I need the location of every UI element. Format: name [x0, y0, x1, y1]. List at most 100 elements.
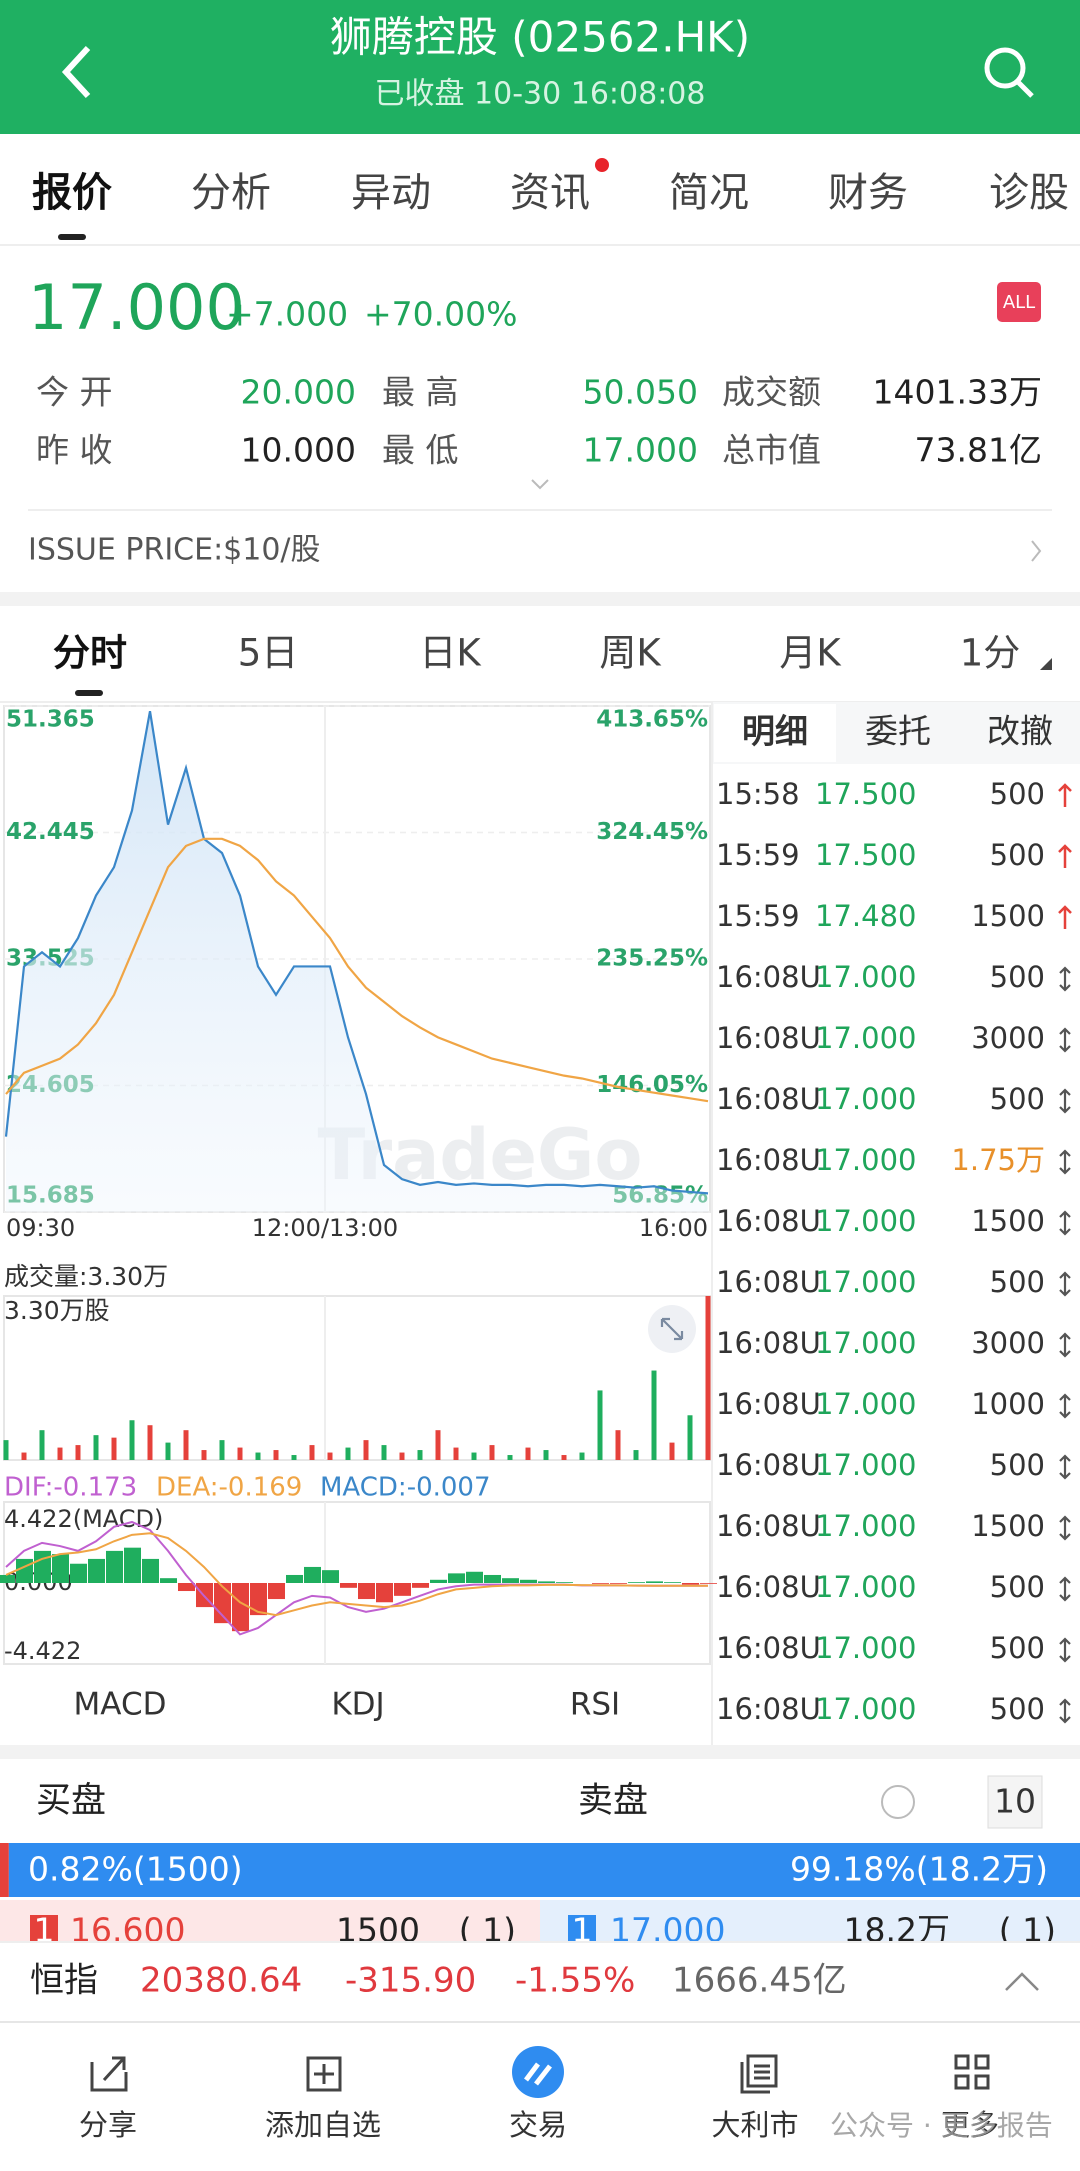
nav-icon[interactable]: [740, 2054, 778, 2094]
macd-bar: [250, 1583, 267, 1616]
volume-bar: [93, 1435, 99, 1460]
trade-price: 17.000: [815, 1570, 916, 1604]
stat: 今 开: [36, 373, 113, 412]
bid-row: [0, 1900, 540, 1944]
volume-bar: [39, 1430, 45, 1460]
price: 17.000: [28, 271, 245, 344]
trades-tab-active: [714, 704, 836, 762]
nav-icon[interactable]: [90, 2056, 128, 2092]
chart-tab[interactable]: 周K: [599, 632, 662, 675]
both-arrow: [1059, 1332, 1071, 1358]
volume-bar: [201, 1450, 207, 1460]
trades-tab[interactable]: 明细: [742, 712, 808, 751]
macd-bar: [448, 1573, 465, 1583]
volume-frame: [3, 1295, 711, 1461]
macd-bar: [538, 1581, 555, 1583]
expand-icon: [660, 1317, 684, 1341]
tab[interactable]: 财务: [828, 170, 908, 216]
info-icon[interactable]: [881, 1785, 915, 1819]
index-item: 1666.45亿: [672, 1961, 847, 2001]
indicator-tab[interactable]: KDJ: [331, 1687, 384, 1723]
macd-bar: [646, 1581, 663, 1583]
back-button[interactable]: [61, 45, 91, 99]
macd-bar: [358, 1583, 375, 1600]
index-item: 20380.64: [140, 1961, 302, 2001]
tab[interactable]: 分析: [191, 170, 271, 216]
trades-tab[interactable]: 改撤: [987, 712, 1053, 751]
volume-bar: [399, 1452, 405, 1460]
expand-icon[interactable]: [531, 479, 549, 490]
depth-box[interactable]: [987, 1775, 1043, 1829]
badge[interactable]: ALL: [1003, 292, 1035, 313]
tab[interactable]: 异动: [351, 170, 431, 216]
macd-bar: [466, 1571, 483, 1583]
macd-bar: [376, 1583, 393, 1603]
volume-bar: [165, 1442, 171, 1460]
nav-label[interactable]: 交易: [509, 2108, 567, 2142]
volume-bar: [273, 1450, 279, 1460]
nav-icon[interactable]: [954, 2054, 990, 2090]
macd-bar: [664, 1582, 681, 1583]
index-item: 恒指: [30, 1961, 98, 2001]
tab[interactable]: 资讯: [510, 170, 590, 216]
trade-time: 16:08U: [716, 1448, 821, 1482]
nav-label[interactable]: 分享: [79, 2108, 137, 2142]
nav-label[interactable]: 更多: [941, 2108, 999, 2142]
chart-tab[interactable]: 分时: [53, 632, 127, 675]
tab[interactable]: 诊股: [989, 170, 1069, 216]
macd-bar: [502, 1578, 519, 1583]
trade-price: 17.000: [815, 1387, 916, 1421]
nav-label[interactable]: 大利市: [711, 2108, 798, 2142]
macd-bar: [430, 1579, 447, 1583]
change: +7.000: [226, 295, 348, 334]
volume-bar: [291, 1455, 297, 1460]
chart-tab[interactable]: 1分: [960, 632, 1021, 675]
nav-label[interactable]: 添加自选: [265, 2108, 381, 2142]
macd-legend: DEA:-0.169: [156, 1473, 302, 1503]
issue-price[interactable]: ISSUE PRICE:$10/股: [28, 533, 321, 568]
trade-time: 16:08U: [716, 1631, 821, 1665]
nav-icon[interactable]: [306, 2056, 342, 2092]
indicator-tab[interactable]: MACD: [74, 1687, 167, 1723]
trades-tab[interactable]: 委托: [865, 712, 931, 751]
volume-bar: [147, 1425, 153, 1460]
trade-time: 16:08U: [716, 1021, 821, 1055]
trade-price: 17.000: [815, 1326, 916, 1360]
trade-time: 15:59: [716, 899, 800, 933]
trade-volume: 500: [990, 1631, 1045, 1665]
volume-bar: [255, 1452, 261, 1460]
both-arrow: [1059, 1210, 1071, 1236]
chart-tab[interactable]: 月K: [779, 632, 842, 675]
index-item: -1.55%: [515, 1961, 635, 2001]
sell-label: 99.18%(18.2万): [790, 1850, 1048, 1889]
trade-time: 16:08U: [716, 1265, 821, 1299]
badge-bg: [997, 282, 1041, 322]
trade-volume: 1000: [971, 1387, 1045, 1421]
bid-level: [30, 1915, 58, 1943]
collapse-icon[interactable]: [1005, 1972, 1039, 1991]
chart-tab[interactable]: 5日: [238, 632, 299, 675]
status: 已收盘 10-30 16:08:08: [375, 77, 706, 112]
trade-price: 17.000: [815, 1265, 916, 1299]
volume-bar: [651, 1370, 657, 1460]
chart-tab[interactable]: 日K: [419, 632, 482, 675]
y-tick-label: 51.365: [6, 707, 95, 733]
index-bar: [0, 1942, 1080, 2022]
volume-bar: [471, 1452, 477, 1460]
search-button[interactable]: [984, 47, 1034, 98]
y-tick-label: 4.422(MACD): [4, 1505, 163, 1533]
volume-bar: [579, 1452, 585, 1460]
trade-price: 17.000: [815, 1692, 916, 1726]
indicator-tab[interactable]: RSI: [570, 1687, 620, 1723]
macd-bar: [610, 1583, 627, 1584]
trade-price: 17.000: [815, 1143, 916, 1177]
trade-price: 17.000: [815, 1021, 916, 1055]
trade-volume: 3000: [971, 1326, 1045, 1360]
macd-bar: [682, 1583, 699, 1585]
macd-bar: [16, 1558, 33, 1583]
tab[interactable]: 报价: [32, 170, 112, 216]
tab[interactable]: 简况: [669, 170, 749, 216]
volume-bar: [237, 1447, 243, 1460]
change-pct: +70.00%: [364, 295, 517, 334]
trade-icon[interactable]: [512, 2046, 564, 2098]
